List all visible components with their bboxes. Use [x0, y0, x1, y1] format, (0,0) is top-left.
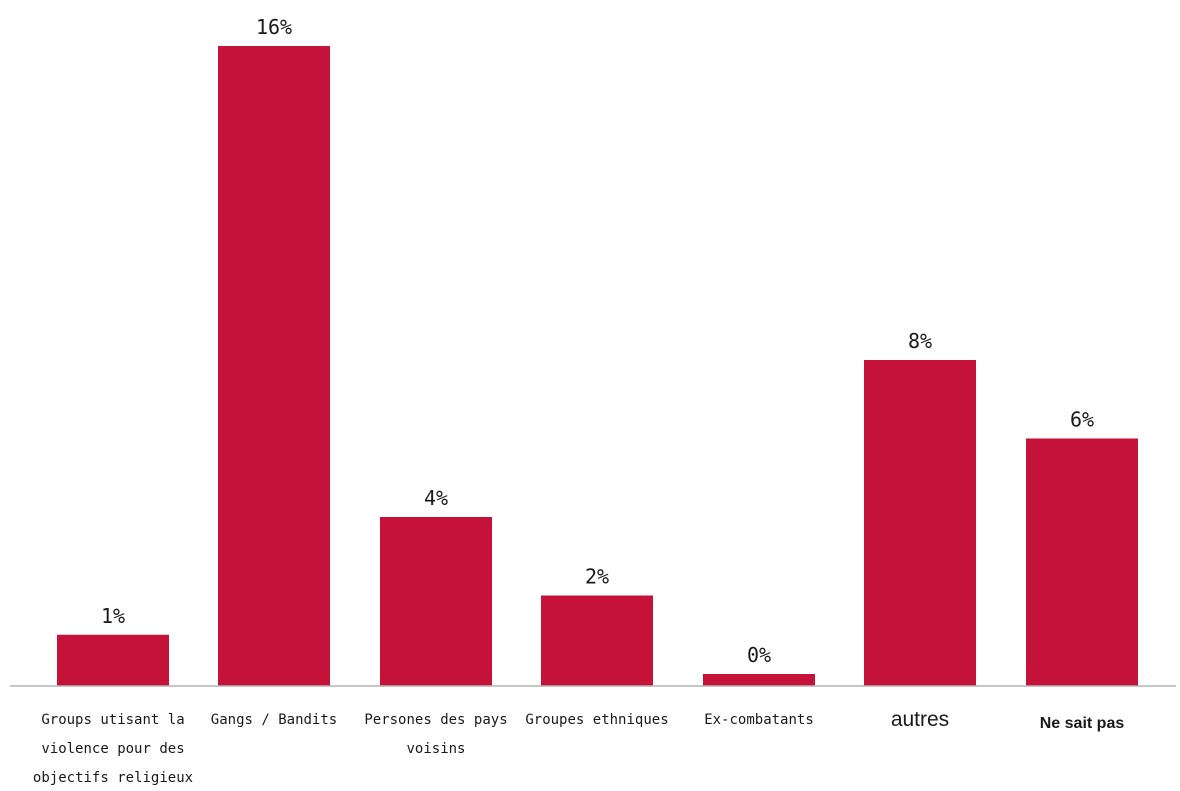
category-label-2: Persones des pays voisins: [364, 712, 507, 757]
category-label-3: Groupes ethniques: [525, 712, 668, 728]
value-labels-group: 1% 16% 4% 2% 0% 8% 6%: [101, 15, 1094, 667]
value-label-2: 4%: [424, 486, 448, 510]
bars-group: [57, 46, 1138, 686]
value-label-6: 6%: [1070, 408, 1094, 432]
bar-0: [57, 634, 169, 686]
bar-4: [703, 674, 815, 686]
category-label-1: Gangs / Bandits: [211, 712, 337, 728]
category-label-6: Ne sait pas: [1040, 715, 1125, 732]
category-label-0: Groups utisant la violence pour des object…: [33, 712, 193, 786]
category-labels-group: Groups utisant la violence pour des object…: [33, 708, 1124, 786]
value-label-3: 2%: [585, 565, 609, 589]
value-label-0: 1%: [101, 604, 125, 628]
bar-2: [380, 517, 492, 686]
bar-5: [864, 360, 976, 686]
bar-3: [541, 595, 653, 686]
value-label-4: 0%: [747, 643, 771, 667]
bar-1: [218, 46, 330, 686]
value-label-5: 8%: [908, 329, 932, 353]
category-label-4: Ex-combatants: [704, 712, 814, 728]
bar-6: [1026, 438, 1138, 686]
value-label-1: 16%: [256, 15, 292, 39]
category-label-5: autres: [891, 708, 949, 731]
